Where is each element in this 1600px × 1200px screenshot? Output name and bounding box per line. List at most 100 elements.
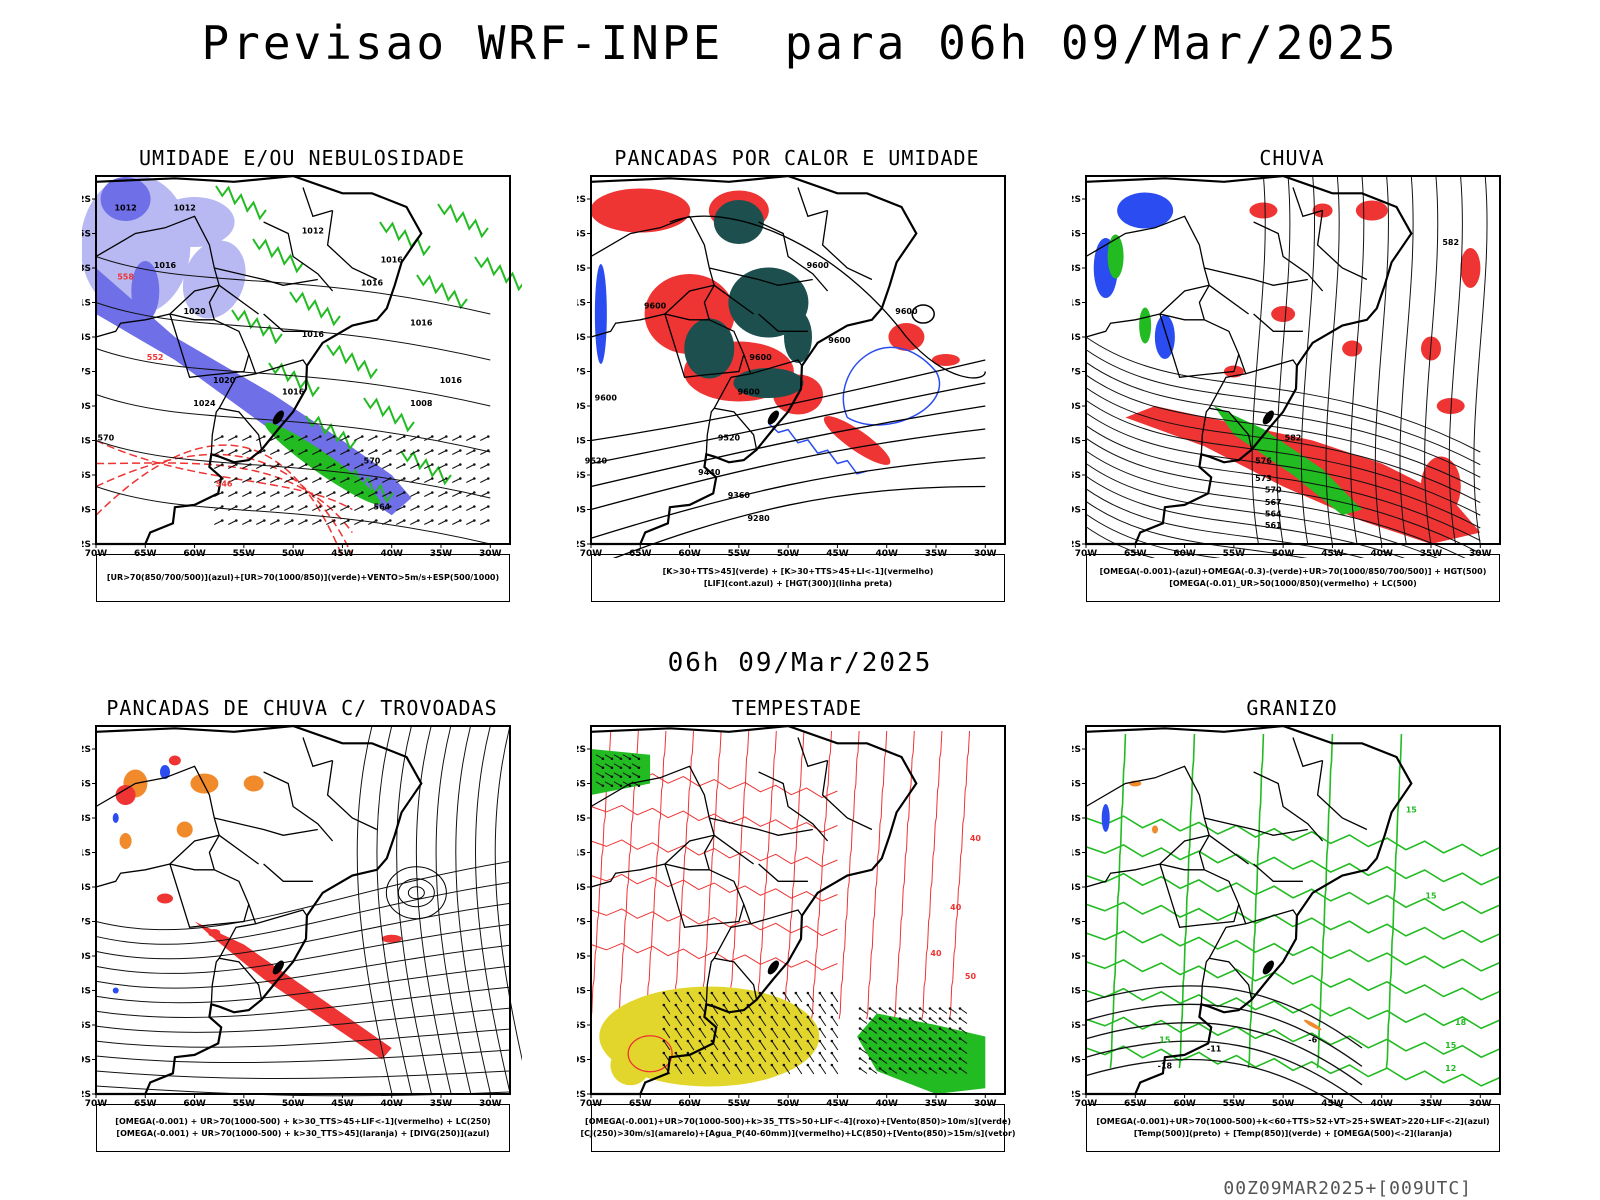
country-border [664,313,745,379]
wind-vector [958,1067,962,1070]
wind-vector [270,506,279,511]
wind-vector [869,1028,878,1034]
coastline [590,724,918,1096]
humidity-contour [231,309,283,345]
humidity-contour [342,468,394,504]
wind-vector [909,1008,918,1014]
wind-vector [312,436,321,441]
wind-vector [452,436,461,441]
wind-vector [929,1058,938,1064]
wind-vector [458,449,462,452]
wind-vector [242,450,251,455]
wind-vector [735,1016,743,1027]
wind-vector [949,1018,958,1024]
panel-granizo: GRANIZO -6 -11 -18 15 15 15 18 15 12 12S 15S 18S 21S… [1072,696,1512,1166]
wind-vector [735,992,743,1003]
instability-red-area [823,416,891,465]
contour-label: 1020 [213,376,236,385]
wind-vector [699,1028,707,1039]
wind-vector [794,991,798,995]
contour-label: 15 [1445,1041,1457,1050]
wind-vector [898,1057,902,1060]
wind-vector [340,436,349,441]
wind-vector [360,519,364,522]
wind-vector [248,463,252,466]
wind-vector [686,1015,690,1019]
height-contour [1300,175,1316,545]
wind-vector [859,1058,868,1064]
wind-vector [276,519,280,522]
lon-label: 70W [1075,1099,1098,1108]
wind-vector [354,506,363,511]
lon-label: 70W [85,1099,108,1108]
wind-vector [410,478,419,483]
lat-label: 12S [1072,745,1081,755]
wind-vector [276,449,280,452]
wind-vector [723,1016,731,1027]
country-border [1200,407,1210,455]
wind-vector [613,772,622,778]
legend-line: [OMEGA(-0.001)+UR>70(1000-500)+k<60+TTS>… [1096,1117,1490,1126]
moisture-contour [949,730,971,1020]
country-border [705,957,715,1005]
wind-vector [326,478,335,483]
wind-vector [276,435,280,438]
temp850-contour [1109,733,1127,1069]
wind-vector [888,1067,892,1070]
isobar [95,394,491,453]
wind-vector [220,491,224,494]
wind-vector [360,449,364,452]
contour-label: 558 [117,273,134,282]
country-border [758,313,808,332]
wind-vector [228,492,237,497]
wind-vector [783,1052,791,1063]
lat-label: 15S [1072,780,1081,790]
wind-vector [368,478,377,483]
wind-vector [918,1047,922,1050]
wind-vector [807,1064,815,1075]
wind-vector [430,435,434,438]
wind-vector [919,1038,928,1044]
contour-label: 552 [147,353,164,362]
contour-label: 1016 [302,330,325,339]
country-border [1253,221,1324,292]
wind-vector [948,1017,952,1020]
wind-vector [438,464,447,469]
wind-vector [298,450,307,455]
wind-vector [486,449,490,452]
moisture-contour [590,908,838,937]
wind-vector [662,1039,666,1043]
wind-vector [234,505,238,508]
map-frame [95,725,511,1095]
wind-vector [262,505,266,508]
lat-label: 12S [577,745,586,755]
wind-vector [595,763,604,769]
wind-vector [304,477,308,480]
height-contour [1085,501,1308,558]
wind-vector [889,1058,898,1064]
wind-vector [430,491,434,494]
wind-vector [746,991,750,995]
wind-vector [458,435,462,438]
wind-vector [466,520,475,525]
legend-line: [UR>70(850/700/500)](azul)+[UR>70(1000/8… [106,573,500,582]
lat-label: 42S [1072,540,1081,550]
lat-label: 18S [82,264,91,274]
storm-band [194,921,392,1060]
vortex-line [397,878,435,908]
lon-label: 70W [1075,549,1098,558]
country-border [1198,834,1253,1000]
wind-vector [444,477,448,480]
vortex-line [407,886,425,900]
lon-label: 35W [430,1099,453,1108]
wind-vector [290,477,294,480]
wind-vector [262,491,266,494]
wind-vector [214,436,223,441]
panel-tempestade: TEMPESTADE 40 40 40 50 12S 15S 18S 21S 24S 27S 30S… [577,696,1017,1166]
country-border [590,765,715,836]
wind-vector [831,1004,839,1015]
wind-vector [759,1052,767,1063]
instability-green-area [684,318,735,379]
wind-vector [234,449,238,452]
wind-vector [959,1028,968,1034]
